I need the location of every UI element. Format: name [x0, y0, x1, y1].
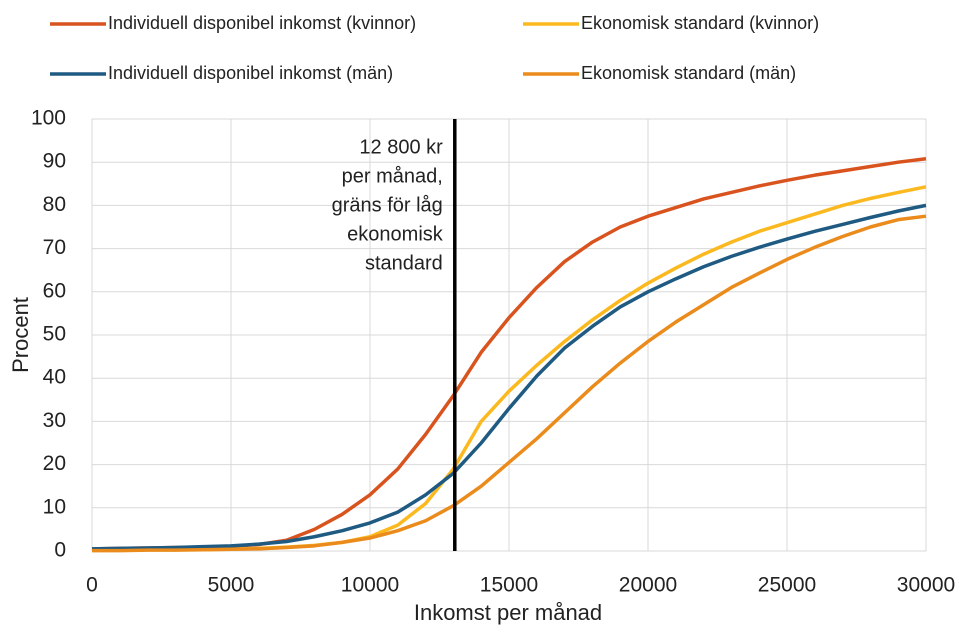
x-tick-label: 25000 — [758, 574, 816, 597]
x-tick-label: 5000 — [208, 574, 255, 597]
y-tick-label: 70 — [43, 236, 66, 259]
x-axis-label: Inkomst per månad — [414, 600, 602, 625]
legend-label: Ekonomisk standard (män) — [581, 63, 796, 83]
annotation-text: ekonomisk — [347, 223, 444, 245]
y-tick-label: 60 — [43, 279, 66, 302]
y-tick-label: 30 — [43, 409, 66, 432]
y-tick-label: 50 — [43, 323, 66, 346]
x-tick-label: 30000 — [897, 574, 955, 597]
x-tick-label: 0 — [86, 574, 98, 597]
y-axis-label: Procent — [8, 297, 33, 373]
y-tick-label: 20 — [43, 452, 66, 475]
annotation-text: per månad, — [342, 165, 443, 187]
series-line — [91, 203, 927, 551]
y-tick-label: 10 — [43, 495, 66, 518]
legend-label: Ekonomisk standard (kvinnor) — [581, 13, 819, 33]
y-tick-label: 80 — [43, 193, 66, 216]
annotation-text: standard — [365, 252, 443, 274]
annotation-text: 12 800 kr — [359, 136, 443, 158]
y-tick-label: 40 — [43, 366, 66, 389]
legend-label: Individuell disponibel inkomst (män) — [108, 63, 393, 83]
y-tick-label: 100 — [31, 107, 66, 130]
annotation-text: gräns för låg — [332, 194, 443, 216]
series-line — [92, 214, 927, 553]
x-tick-label: 15000 — [480, 574, 538, 597]
y-tick-label: 0 — [54, 539, 66, 562]
x-tick-label: 20000 — [619, 574, 677, 597]
x-tick-label: 10000 — [341, 574, 399, 597]
y-tick-label: 90 — [43, 150, 66, 173]
legend-label: Individuell disponibel inkomst (kvinnor) — [108, 13, 416, 33]
